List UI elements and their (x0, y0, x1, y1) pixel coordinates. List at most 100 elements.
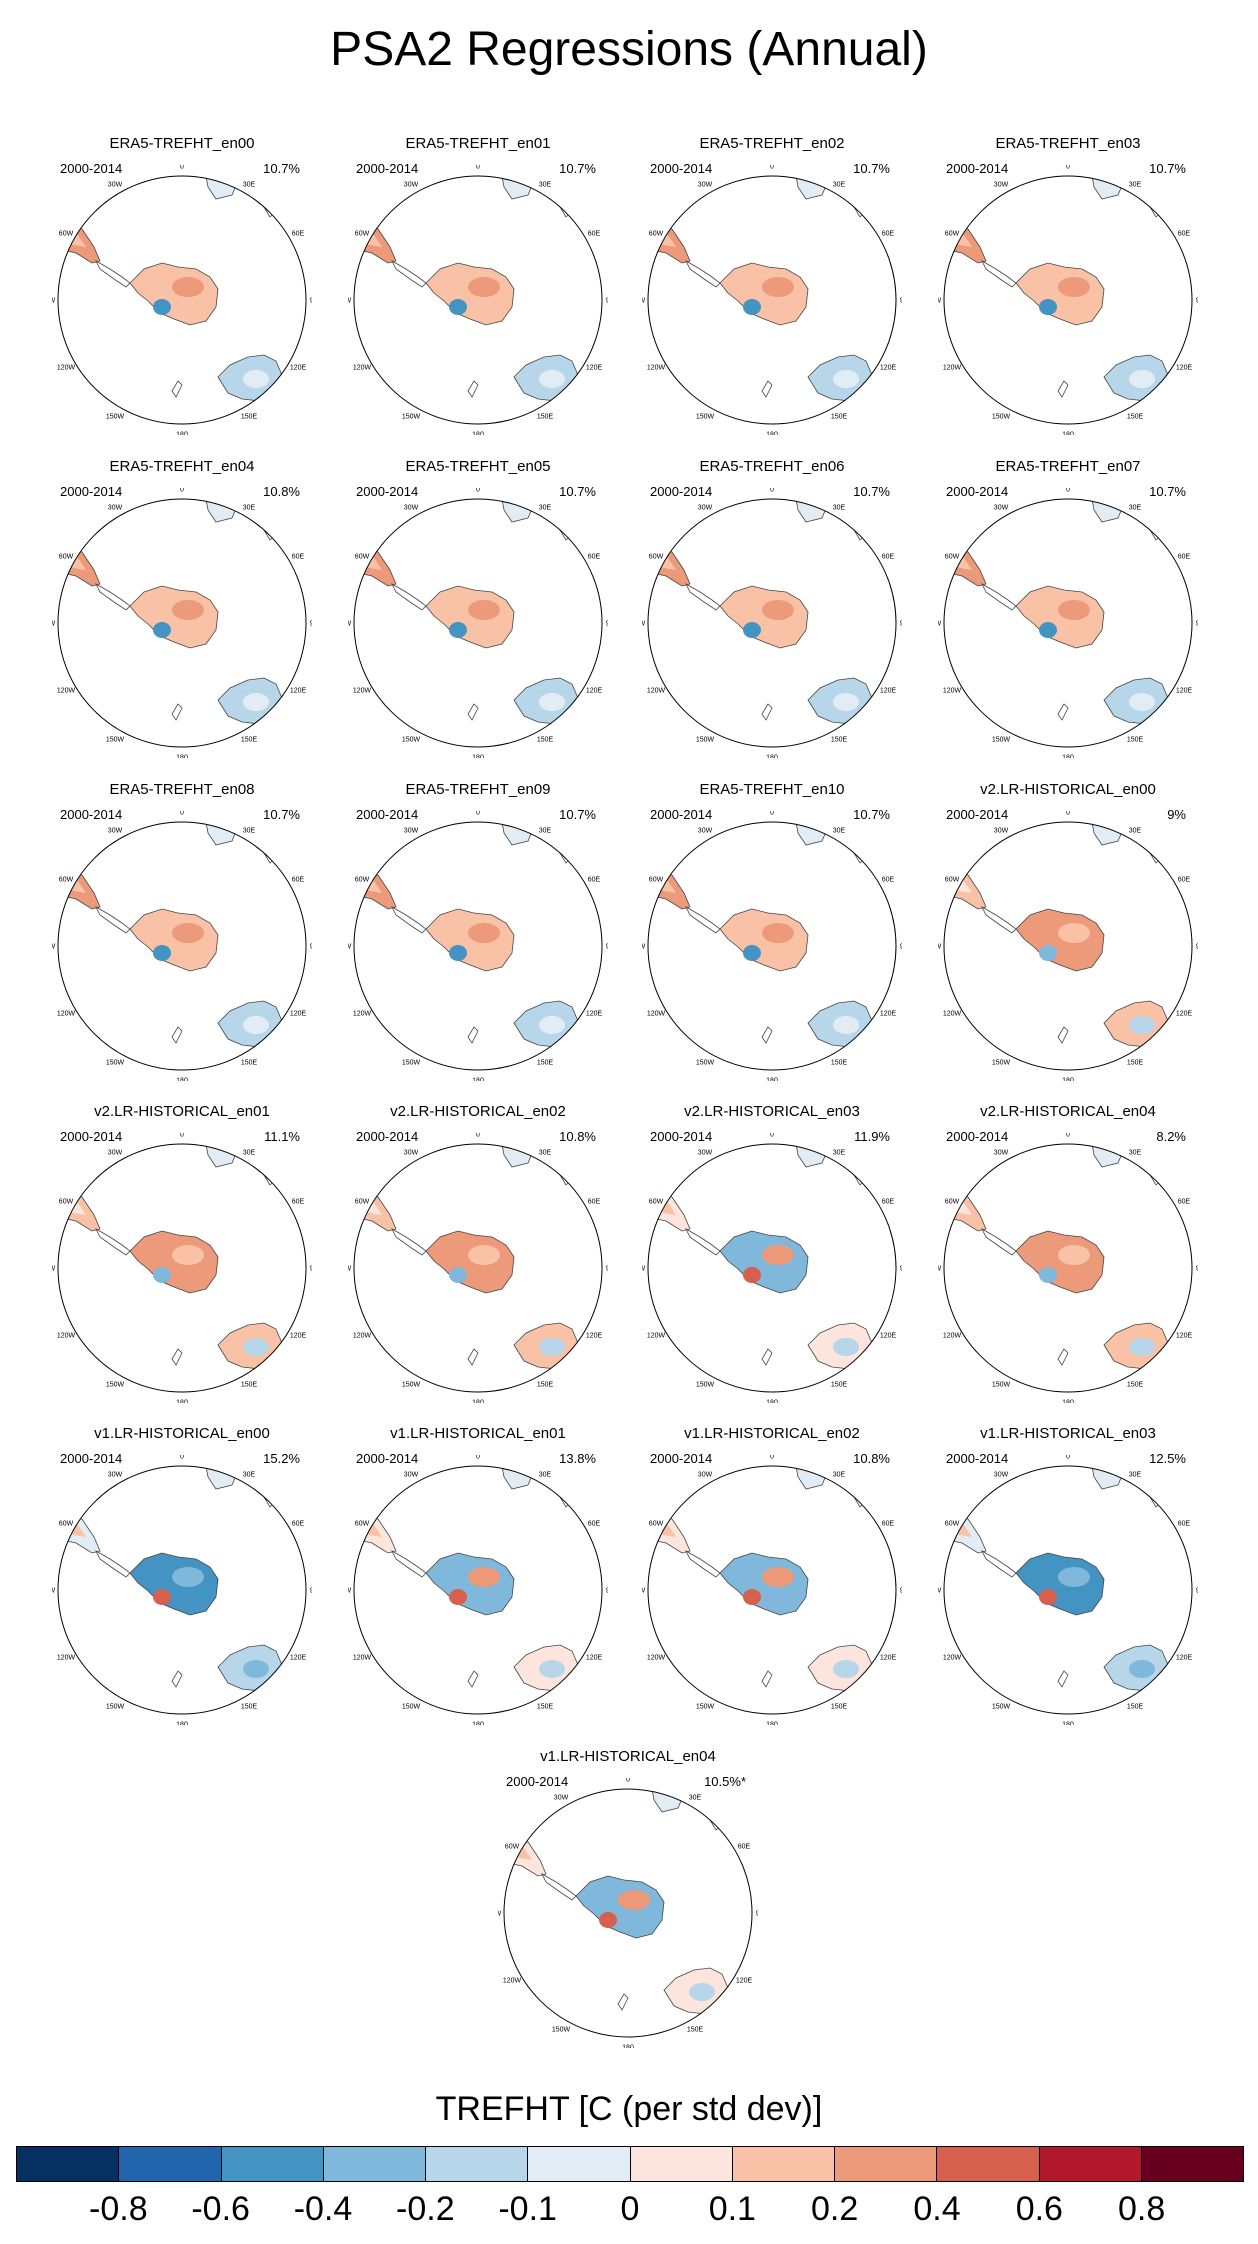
antarctica-anomaly (618, 1890, 650, 1910)
polar-stereographic-map: 0 30E 60E 90E 120E 150E 180 150W 120W 90W 60W 30W (348, 1455, 608, 1725)
map-boundary (57, 1465, 307, 1715)
map-panel: ERA5-TREFHT_en02 2000-2014 10.7% 0 30E 60E 90E… (642, 135, 902, 435)
longitude-label: 180 (766, 1078, 778, 1082)
longitude-label: 0 (770, 165, 774, 171)
longitude-label: 150E (537, 1704, 554, 1711)
longitude-label: 30W (698, 828, 713, 835)
antarctica-anomaly-spot (743, 299, 761, 315)
antarctica-landmass (425, 1552, 515, 1616)
longitude-label: 150E (241, 737, 258, 744)
antarctica-anomaly-spot (153, 622, 171, 638)
longitude-label: 30E (539, 505, 552, 512)
antarctic-peninsula (981, 259, 1017, 288)
panel-period: 2000-2014 (356, 1451, 419, 1466)
longitude-label: 120E (880, 1011, 897, 1018)
longitude-label: 180 (1062, 1722, 1074, 1726)
antarctica-anomaly (172, 1567, 204, 1587)
panel-title: v2.LR-HISTORICAL_en03 (684, 1103, 860, 1120)
antarctica-anomaly (468, 1567, 500, 1587)
longitude-label: 180 (766, 755, 778, 759)
longitude-label: 30E (689, 1795, 702, 1802)
polar-stereographic-map: 0 30E 60E 90E 120E 150E 180 150W 120W 90W 60W 30W (938, 165, 1198, 435)
map-boundary (353, 1143, 603, 1393)
panel-title: v1.LR-HISTORICAL_en02 (684, 1425, 860, 1442)
longitude-label: 90E (1196, 944, 1198, 951)
new-zealand-outline (761, 1348, 773, 1366)
longitude-label: 60E (738, 1844, 751, 1851)
antarctica-anomaly (172, 923, 204, 943)
longitude-label: 120E (1176, 1333, 1193, 1340)
longitude-label: 60E (882, 554, 895, 561)
antarctic-peninsula (685, 1549, 721, 1578)
longitude-label: 120E (290, 1011, 307, 1018)
longitude-label: 60E (882, 1521, 895, 1528)
australia-anomaly (1129, 1016, 1155, 1034)
longitude-label: 0 (770, 811, 774, 817)
longitude-label: 60E (882, 231, 895, 238)
longitude-label: 150E (831, 737, 848, 744)
map-panel: v1.LR-HISTORICAL_en01 2000-2014 13.8% 0 30E 6… (348, 1425, 608, 1725)
longitude-label: 180 (472, 1400, 484, 1404)
polar-stereographic-map: 0 30E 60E 90E 120E 150E 180 150W 120W 90W 60W 30W (642, 1133, 902, 1403)
antarctica-anomaly (468, 277, 500, 297)
australia-anomaly (689, 1983, 715, 2001)
longitude-label: 90E (1196, 1588, 1198, 1595)
new-zealand-outline (1057, 1670, 1069, 1688)
new-zealand-outline (1057, 1348, 1069, 1366)
longitude-label: 150W (106, 737, 125, 744)
australia-anomaly (539, 1660, 565, 1678)
australia-anomaly (539, 370, 565, 388)
longitude-label: 150W (992, 414, 1011, 421)
map-panel: v2.LR-HISTORICAL_en03 2000-2014 11.9% 0 30E 6… (642, 1103, 902, 1403)
longitude-label: 0 (180, 811, 184, 817)
longitude-label: 30W (698, 505, 713, 512)
longitude-label: 60E (588, 1199, 601, 1206)
panel-variance-pct: 10.7% (559, 807, 596, 822)
longitude-label: 150E (241, 1382, 258, 1389)
panel-title: v2.LR-HISTORICAL_en01 (94, 1103, 270, 1120)
longitude-label: 30E (833, 1472, 846, 1479)
longitude-label: 60W (649, 1199, 664, 1206)
longitude-label: 150W (992, 1704, 1011, 1711)
longitude-label: 60W (649, 877, 664, 884)
polar-stereographic-map: 0 30E 60E 90E 120E 150E 180 150W 120W 90W 60W 30W (938, 1133, 1198, 1403)
longitude-label: 150E (831, 1382, 848, 1389)
antarctica-anomaly (172, 600, 204, 620)
longitude-label: 90E (900, 944, 902, 951)
panel-title: ERA5-TREFHT_en05 (405, 458, 551, 475)
longitude-label: 60E (882, 877, 895, 884)
longitude-label: 60W (59, 231, 74, 238)
new-zealand-outline (617, 1993, 629, 2011)
longitude-label: 120W (943, 688, 962, 695)
antarctica-landmass (129, 585, 219, 649)
longitude-label: 120W (943, 365, 962, 372)
longitude-label: 150E (1127, 414, 1144, 421)
antarctica-anomaly (1058, 1245, 1090, 1265)
longitude-label: 60E (882, 1199, 895, 1206)
antarctic-peninsula (95, 259, 131, 288)
longitude-label: 120E (586, 1011, 603, 1018)
panel-grid: ERA5-TREFHT_en00 2000-2014 10.7% 0 30E 60E 90E… (52, 135, 1198, 2048)
longitude-label: 60W (649, 554, 664, 561)
panel-variance-pct: 10.7% (853, 161, 890, 176)
antarctica-anomaly-spot (1039, 945, 1057, 961)
longitude-label: 150E (537, 414, 554, 421)
longitude-label: 150W (696, 1704, 715, 1711)
longitude-label: 30E (243, 505, 256, 512)
panel-period: 2000-2014 (60, 161, 123, 176)
colorbar-tick-label: -0.1 (498, 2190, 557, 2228)
antarctica-landmass (425, 908, 515, 972)
longitude-label: 120E (1176, 688, 1193, 695)
longitude-label: 60E (588, 231, 601, 238)
map-panel: v2.LR-HISTORICAL_en04 2000-2014 8.2% 0 30E 60… (938, 1103, 1198, 1403)
colorbar-box (426, 2147, 529, 2181)
longitude-label: 90W (938, 298, 942, 305)
antarctic-peninsula (95, 582, 131, 611)
longitude-label: 30E (539, 828, 552, 835)
longitude-label: 60E (588, 877, 601, 884)
longitude-label: 60W (355, 1199, 370, 1206)
panel-period: 2000-2014 (60, 1129, 123, 1144)
antarctica-landmass (1015, 585, 1105, 649)
longitude-label: 120E (736, 1978, 753, 1985)
map-boundary (353, 1465, 603, 1715)
